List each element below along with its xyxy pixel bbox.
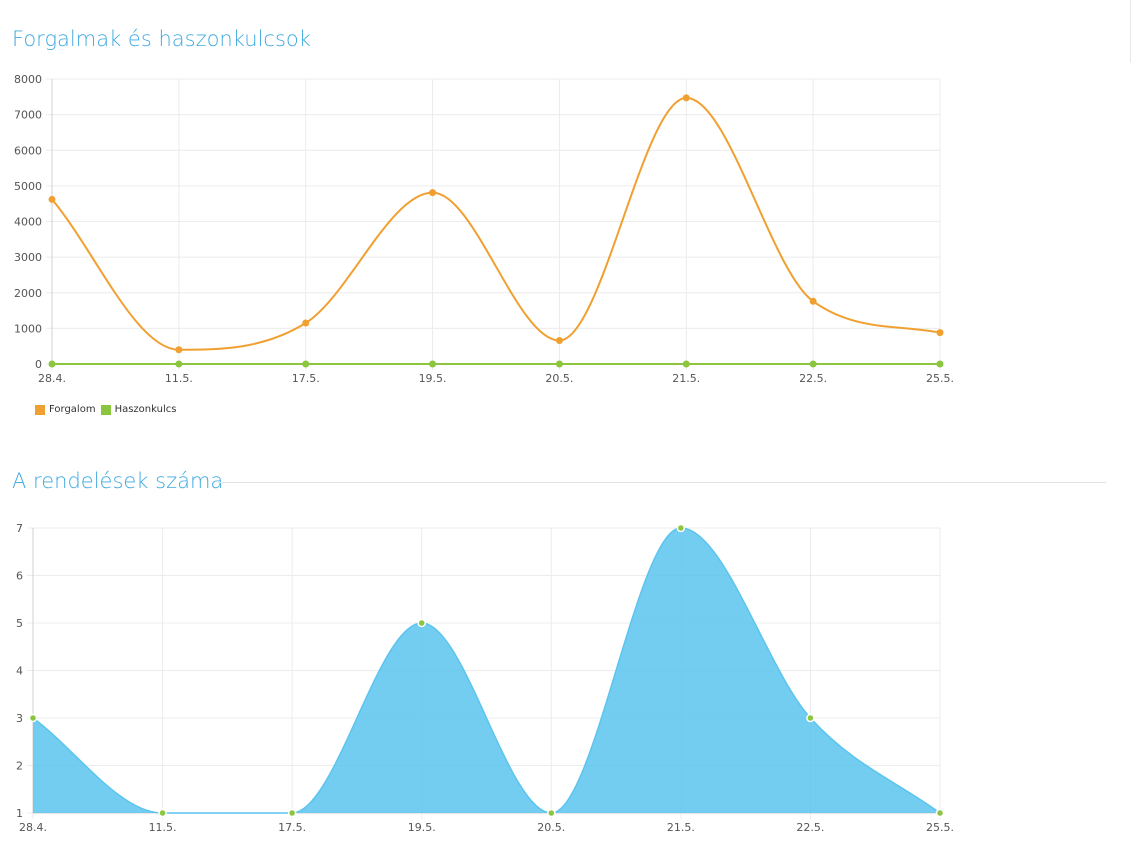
data-point[interactable] [936,360,944,368]
data-point[interactable] [555,360,563,368]
x-tick-label: 17.5. [278,821,306,834]
y-tick-label: 6 [16,570,23,583]
data-point[interactable] [175,360,183,368]
revenue-section-title: Forgalmak és haszonkulcsok [12,27,311,51]
y-tick-label: 7 [16,522,23,535]
revenue-line-chart: 0 1000 2000 3000 4000 5000 6000 7000 8000 28.4. 11… [14,73,954,385]
y-tick-label: 2000 [14,287,42,300]
y-tick-label: 1 [16,807,23,820]
orders-title-divider [218,482,1106,483]
x-tick-label: 25.5. [926,821,954,834]
data-point[interactable] [547,808,556,818]
area-fill [33,528,940,813]
data-point[interactable] [175,346,183,354]
data-point[interactable] [48,195,56,203]
data-point[interactable] [682,360,690,368]
data-point[interactable] [28,713,38,723]
x-tick-label: 11.5. [149,821,177,834]
y-tick-label: 1000 [14,322,42,335]
legend-item-forgalom[interactable]: Forgalom [35,404,96,415]
data-point[interactable] [809,360,817,368]
legend-label: Forgalom [49,404,96,415]
data-point[interactable] [287,808,297,818]
x-tick-label: 17.5. [292,372,320,385]
legend-swatch [100,404,111,415]
data-point[interactable] [48,360,56,368]
y-tick-label: 0 [35,358,42,371]
y-tick-label: 6000 [14,144,42,157]
y-tick-label: 4000 [14,216,42,229]
series-line-forgalom [51,96,941,351]
y-tick-label: 5 [16,617,23,630]
x-tick-label: 28.4. [19,821,47,834]
y-tick-label: 3000 [14,251,42,264]
x-tick-label: 28.4. [38,372,66,385]
data-point[interactable] [302,360,310,368]
data-point[interactable] [936,329,944,337]
x-tick-label: 20.5. [545,372,573,385]
y-tick-label: 8000 [14,73,42,86]
x-tick-label: 19.5. [408,821,436,834]
y-tick-label: 4 [16,665,23,678]
data-point[interactable] [809,297,817,305]
x-tick-label: 22.5. [799,372,827,385]
data-point[interactable] [806,713,815,723]
data-point[interactable] [682,94,690,102]
legend-swatch [35,404,45,415]
y-tick-label: 7000 [14,109,42,122]
data-point[interactable] [429,189,437,197]
area-series-line [32,527,941,814]
y-tick-label: 3 [16,712,23,725]
revenue-chart-legend: Forgalom Haszonkulcs [35,404,181,415]
data-point[interactable] [302,319,310,327]
y-tick-label: 2 [16,760,23,773]
data-point[interactable] [417,618,426,628]
data-point[interactable] [555,336,563,344]
x-tick-label: 20.5. [537,821,565,834]
x-tick-label: 25.5. [926,372,954,385]
x-tick-label: 21.5. [667,821,695,834]
data-point[interactable] [676,523,686,533]
data-point[interactable] [158,808,167,818]
y-tick-label: 5000 [14,180,42,193]
legend-item-haszonkulcs[interactable]: Haszonkulcs [100,404,177,415]
data-point[interactable] [429,360,437,368]
orders-section-title: A rendelések száma [12,469,224,493]
x-tick-label: 19.5. [419,372,447,385]
x-tick-label: 11.5. [165,372,193,385]
legend-label: Haszonkulcs [114,404,177,415]
x-tick-label: 22.5. [796,821,824,834]
data-point[interactable] [935,808,945,818]
x-tick-label: 21.5. [672,372,700,385]
